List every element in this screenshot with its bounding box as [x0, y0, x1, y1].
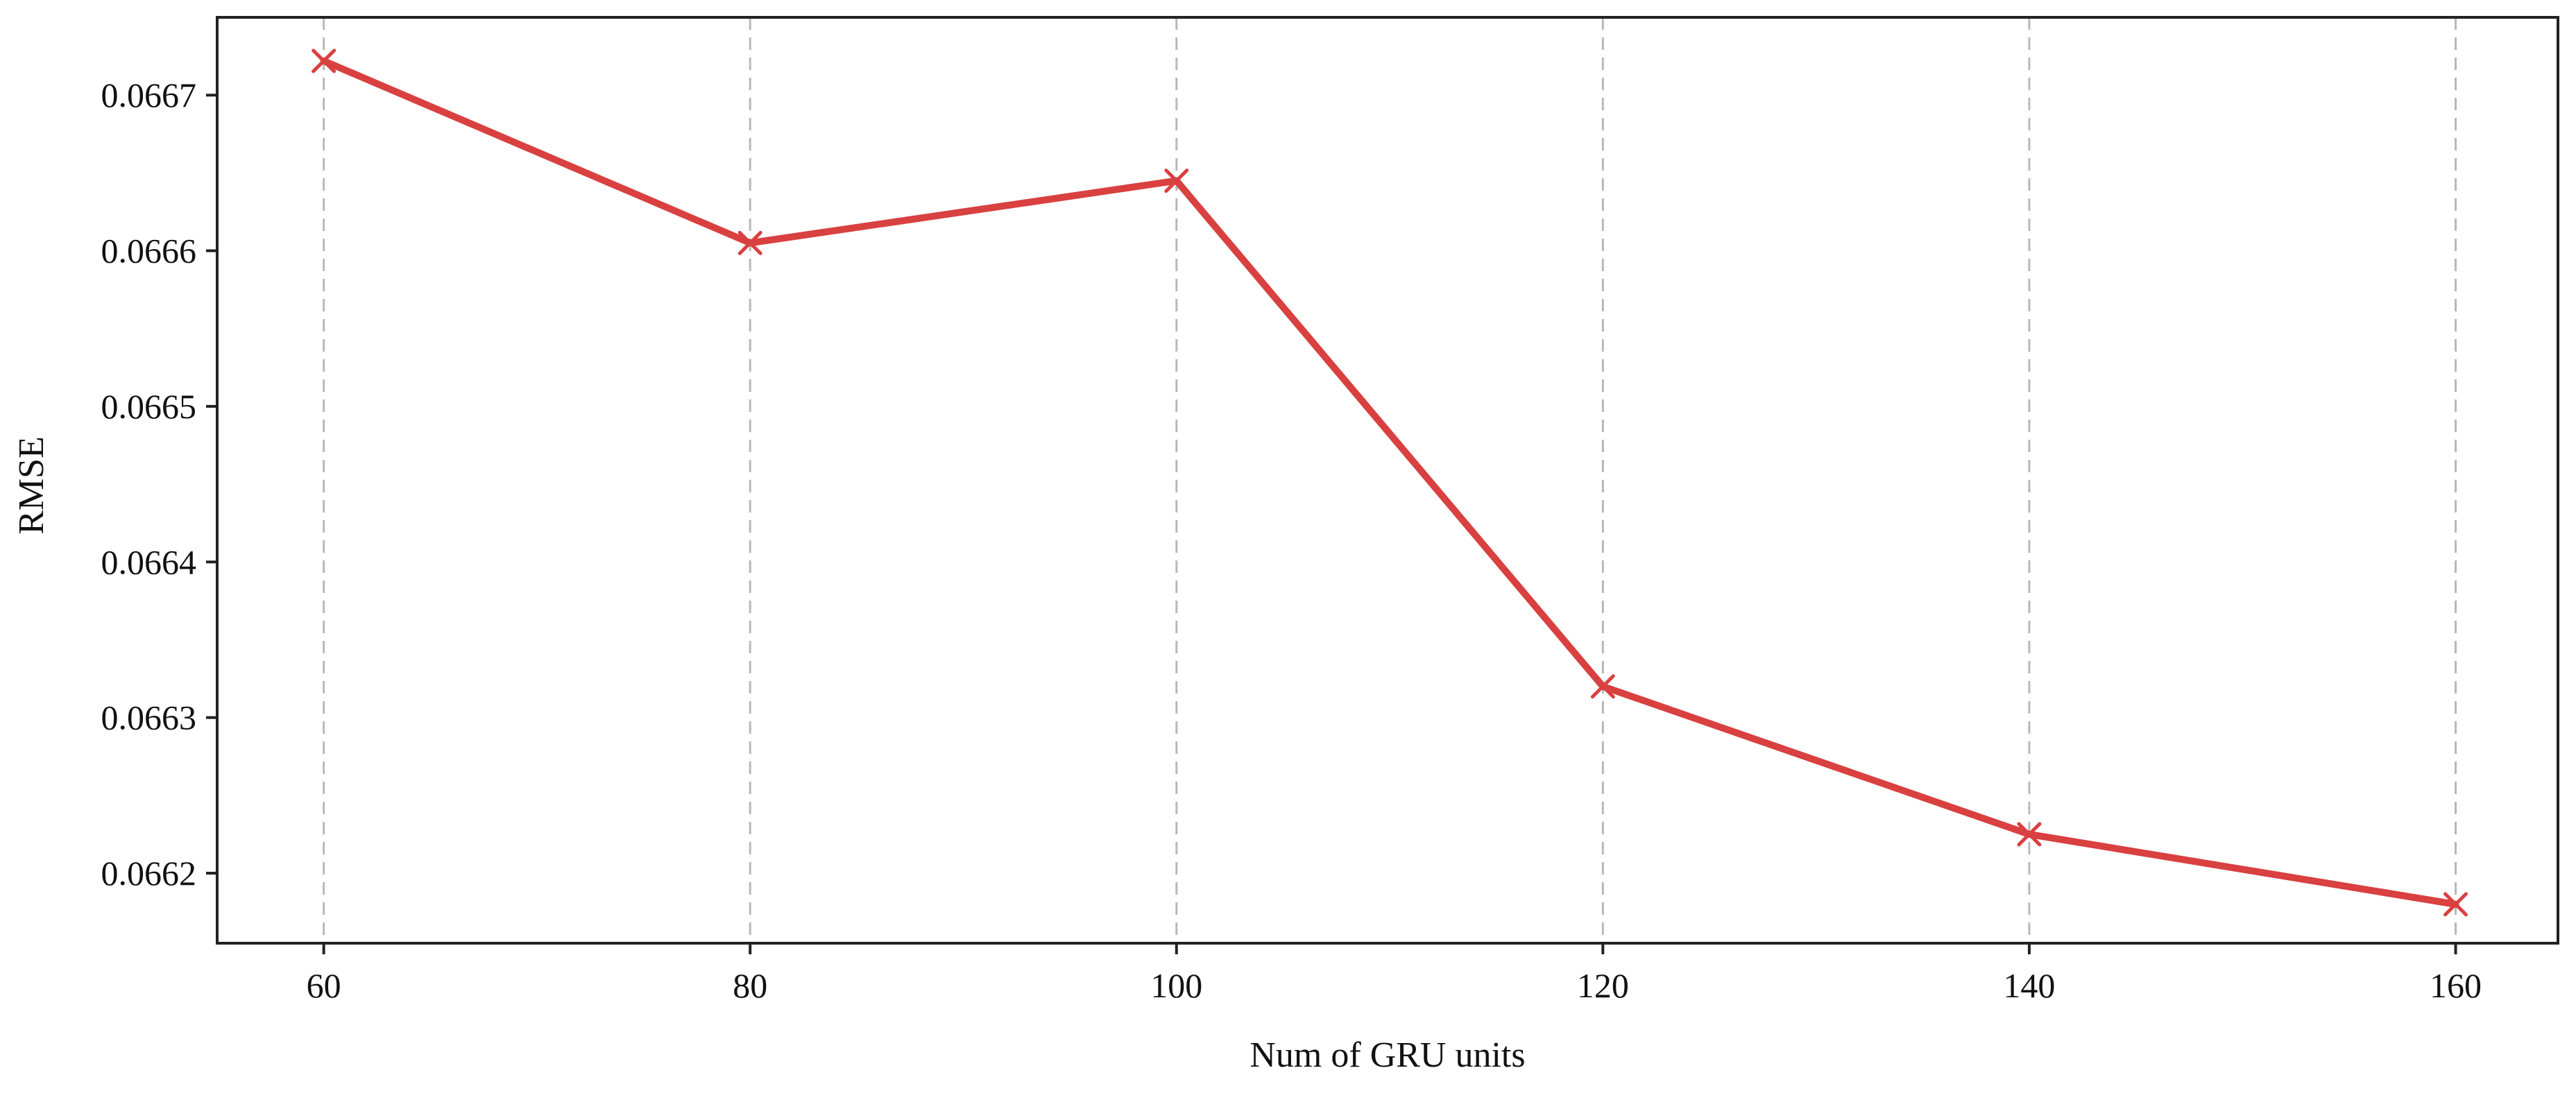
x-tick-label-140: 140	[2003, 966, 2055, 1005]
y-axis-label: RMSE	[12, 436, 51, 535]
y-tick-label-0.0665: 0.0665	[101, 387, 197, 426]
data-point-120	[1590, 674, 1615, 699]
x-tick-label-160: 160	[2430, 966, 2482, 1005]
x-tick-label-80: 80	[733, 966, 767, 1005]
data-point-160	[2443, 892, 2468, 917]
y-tick-label-0.0662: 0.0662	[101, 854, 197, 893]
series	[312, 49, 2468, 917]
y-tick-label-0.0667: 0.0667	[101, 76, 197, 114]
data-point-80	[737, 230, 762, 255]
data-point-140	[2017, 822, 2042, 847]
y-tick-label-0.0663: 0.0663	[101, 698, 197, 737]
x-tick-label-60: 60	[307, 966, 341, 1005]
x-axis-label: Num of GRU units	[1249, 1035, 1525, 1075]
grid-lines	[323, 17, 2457, 943]
x-tick-label-100: 100	[1150, 966, 1202, 1005]
axes	[206, 16, 2559, 954]
plot-frame	[216, 16, 2559, 945]
tick-labels: 60 80 100 120 140 160 0.0662 0.0663 0.0664 0.0665…	[101, 76, 2482, 1005]
y-tick-label-0.0664: 0.0664	[101, 542, 197, 581]
data-point-100	[1164, 169, 1189, 193]
x-tick-label-120: 120	[1577, 966, 1629, 1005]
series-line-0	[320, 57, 2459, 908]
y-tick-label-0.0666: 0.0666	[101, 232, 197, 270]
data-point-60	[312, 49, 336, 74]
